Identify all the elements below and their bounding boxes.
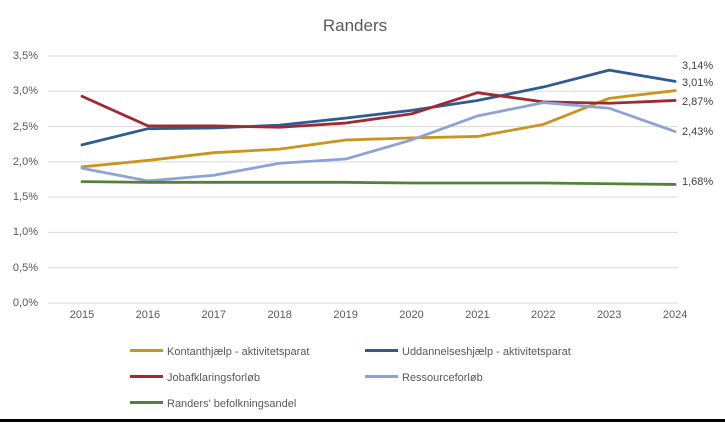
line-uddannelseshjaelp bbox=[80, 68, 677, 147]
legend-label-kontanthjaelp: Kontanthjælp - aktivitetsparat bbox=[167, 346, 310, 358]
y-tick-label: 3,5% bbox=[12, 50, 38, 62]
line-ressourceforloeb bbox=[80, 101, 677, 183]
legend-swatch-ressourceforloeb bbox=[365, 375, 398, 378]
legend-item-befolkningsandel: Randers' befolkningsandel bbox=[130, 397, 296, 411]
legend-label-jobafklaringsforloeb: Jobafklaringsforløb bbox=[167, 372, 260, 384]
legend-label-ressourceforloeb: Ressourceforløb bbox=[402, 372, 483, 384]
y-tick-label: 2,5% bbox=[12, 120, 38, 133]
x-tick-label: 2022 bbox=[531, 309, 556, 321]
legend-label-befolkningsandel: Randers' befolkningsandel bbox=[167, 398, 297, 410]
y-tick-label: 0,0% bbox=[12, 297, 38, 309]
x-tick-label: 2018 bbox=[267, 309, 292, 321]
x-tick-label: 2021 bbox=[465, 309, 490, 321]
chart-title: Randers bbox=[322, 16, 388, 35]
bottom-divider-rule bbox=[0, 419, 725, 422]
legend-swatch-uddannelseshjaelp bbox=[365, 349, 398, 352]
y-tick-label: 1,0% bbox=[12, 226, 38, 239]
legend-item-ressourceforloeb: Ressourceforløb bbox=[365, 371, 483, 385]
y-tick-label: 3,0% bbox=[12, 85, 38, 98]
x-tick-label: 2017 bbox=[201, 309, 227, 321]
x-tick-label: 2019 bbox=[333, 309, 358, 321]
y-tick-label: 1,5% bbox=[12, 191, 38, 204]
line-befolkningsandel bbox=[80, 180, 677, 186]
data-label-uddannelseshjaelp: 3,14% bbox=[682, 60, 714, 72]
line-jobafklaringsforloeb bbox=[80, 91, 677, 129]
x-tick-label: 2024 bbox=[662, 309, 688, 321]
legend-label-uddannelseshjaelp: Uddannelseshjælp - aktivitetsparat bbox=[402, 346, 571, 358]
data-label-jobafklaringsforloeb: 2,87% bbox=[682, 96, 714, 108]
y-tick-label: 2,0% bbox=[12, 155, 38, 168]
data-label-befolkningsandel: 1,68% bbox=[682, 176, 714, 188]
legend-item-kontanthjaelp: Kontanthjælp - aktivitetsparat bbox=[130, 345, 309, 359]
line-kontanthjaelp bbox=[80, 89, 677, 169]
legend-item-jobafklaringsforloeb: Jobafklaringsforløb bbox=[130, 371, 260, 385]
data-label-kontanthjaelp: 3,01% bbox=[682, 77, 714, 89]
data-label-ressourceforloeb: 2,43% bbox=[682, 126, 714, 138]
legend-swatch-kontanthjaelp bbox=[130, 349, 163, 352]
legend-swatch-befolkningsandel bbox=[130, 401, 163, 404]
legend-item-uddannelseshjaelp: Uddannelseshjælp - aktivitetsparat bbox=[365, 345, 571, 359]
y-tick-label: 0,5% bbox=[12, 261, 38, 274]
x-tick-label: 2020 bbox=[399, 309, 424, 321]
x-tick-label: 2016 bbox=[135, 309, 161, 321]
x-tick-label: 2015 bbox=[69, 309, 95, 321]
x-tick-label: 2023 bbox=[596, 309, 622, 321]
legend-swatch-jobafklaringsforloeb bbox=[130, 375, 163, 378]
